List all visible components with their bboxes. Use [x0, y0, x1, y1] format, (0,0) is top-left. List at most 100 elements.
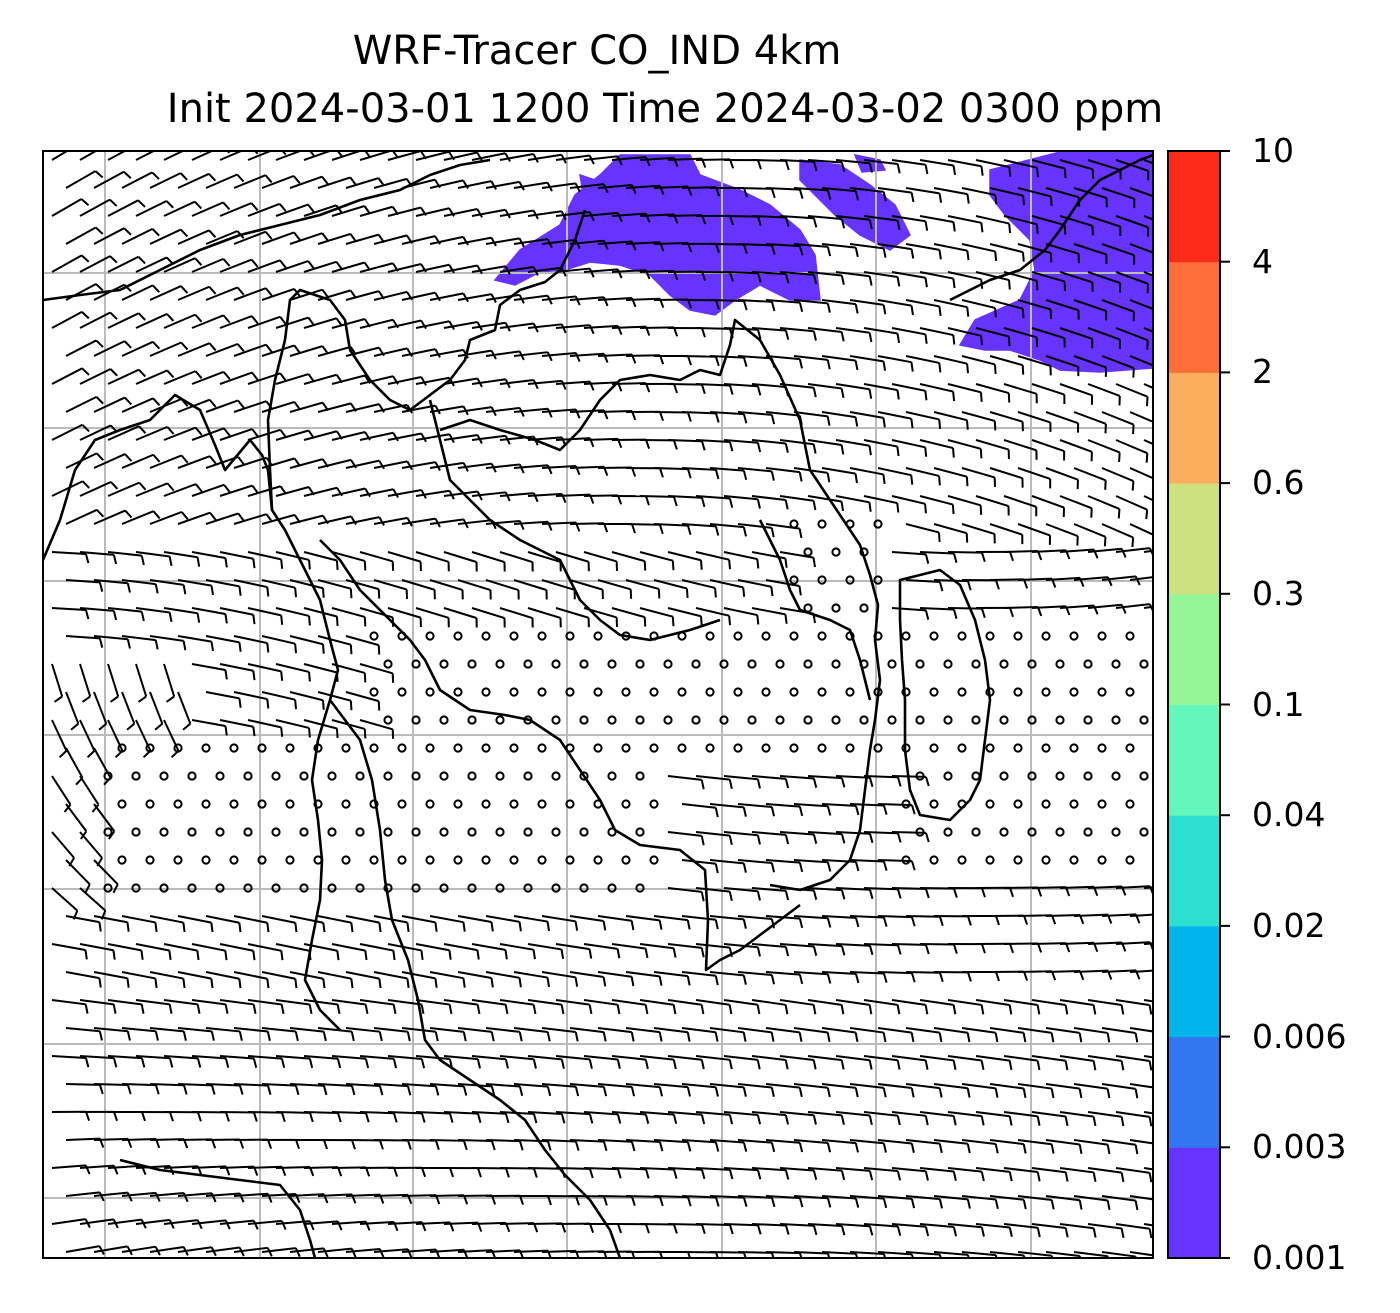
wind-barb-flag	[1078, 1088, 1083, 1099]
wind-barb	[261, 971, 298, 989]
wind-barb-shaft	[65, 226, 97, 245]
wind-barb	[989, 243, 1025, 262]
wind-barb-shaft	[863, 327, 898, 335]
wind-barb-shaft	[443, 434, 478, 441]
wind-barb	[219, 315, 259, 329]
wind-barb-shaft	[247, 607, 282, 617]
wind-barb	[65, 226, 104, 245]
wind-barb-flag	[182, 722, 191, 731]
wind-barb-shaft	[597, 1083, 632, 1088]
wind-barb-shaft	[1003, 327, 1037, 339]
wind-barb-shaft	[485, 237, 520, 245]
wind-barb-flag	[112, 883, 119, 894]
wind-barb-shaft	[751, 215, 787, 219]
wind-calm-marker	[355, 827, 365, 837]
wind-barb-shaft	[163, 607, 198, 615]
wind-barb-shaft	[765, 1083, 800, 1089]
wind-barb-flag	[196, 557, 201, 567]
wind-barb-flag	[378, 922, 382, 933]
wind-barb	[667, 1167, 706, 1180]
wind-barb-flag	[350, 515, 357, 526]
wind-calm-marker	[817, 631, 827, 641]
wind-barb-flag	[322, 1031, 327, 1042]
wind-barb-flag	[152, 510, 161, 520]
wind-barb	[947, 215, 984, 233]
wind-barb-shaft	[737, 915, 772, 921]
wind-barb-shaft	[1031, 271, 1065, 283]
wind-barb-shaft	[555, 211, 590, 217]
wind-barb	[835, 215, 873, 230]
wind-barb	[443, 607, 478, 628]
wind-barb-shaft	[1045, 467, 1079, 481]
wind-barb-shaft	[583, 211, 618, 217]
wind-barb-flag	[952, 334, 956, 345]
wind-barb-flag	[109, 311, 118, 320]
wind-barb-shaft	[275, 1055, 310, 1060]
wind-barb-shaft	[247, 151, 274, 161]
wind-calm-marker	[789, 631, 799, 641]
wind-calm-marker	[957, 631, 967, 641]
wind-barb	[695, 1111, 734, 1125]
wind-barb	[765, 355, 803, 369]
wind-barb-flag	[602, 183, 609, 194]
wind-barb-flag	[140, 1057, 146, 1068]
wind-barb	[849, 915, 888, 927]
wind-barb-shaft	[905, 1027, 940, 1034]
wind-barb-shaft	[989, 299, 1024, 310]
wind-barb-shaft	[149, 579, 184, 586]
wind-calm-marker	[383, 883, 393, 893]
wind-barb-shaft	[751, 607, 786, 616]
wind-barb-shaft	[555, 267, 590, 273]
wind-calm-marker	[887, 659, 897, 669]
wind-barb	[555, 607, 590, 628]
wind-barb	[191, 257, 231, 273]
wind-barb-flag	[209, 455, 217, 465]
wind-barb-shaft	[905, 411, 940, 421]
wind-barb-flag	[364, 151, 371, 158]
wind-barb-shaft	[79, 943, 114, 952]
wind-calm-marker	[1041, 855, 1051, 865]
wind-barb-shaft	[247, 1165, 283, 1169]
wind-barb	[135, 369, 175, 385]
wind-barb	[359, 999, 397, 1015]
wind-calm-marker	[187, 771, 197, 781]
wind-barb	[303, 943, 340, 961]
wind-calm-marker	[1125, 743, 1135, 753]
wind-barb	[359, 431, 399, 442]
wind-barb-flag	[266, 698, 270, 709]
wind-barb	[247, 1055, 286, 1069]
wind-barb-shaft	[1045, 187, 1080, 199]
wind-barb-flag	[826, 303, 831, 313]
wind-barb-shaft	[807, 775, 842, 780]
wind-barb-shaft	[303, 260, 337, 273]
wind-barb-flag	[938, 306, 942, 316]
wind-barb-shaft	[219, 1219, 254, 1225]
wind-barb	[1087, 1055, 1125, 1071]
wind-barb-shaft	[331, 719, 366, 730]
wind-barb-flag	[251, 371, 259, 381]
wind-barb	[443, 999, 481, 1015]
wind-barb-shaft	[1031, 1167, 1066, 1174]
wind-barb-flag	[602, 1031, 607, 1042]
wind-barb-shaft	[93, 915, 128, 924]
wind-barb-shaft	[1143, 999, 1153, 1003]
wind-barb-shaft	[485, 293, 520, 301]
wind-barb-shaft	[163, 151, 185, 161]
wind-barb-flag	[406, 922, 410, 933]
wind-calm-marker	[859, 715, 869, 725]
wind-barb	[177, 511, 217, 525]
wind-barb-flag	[966, 1199, 971, 1209]
wind-barb-shaft	[275, 607, 310, 617]
wind-barb-shaft	[387, 1055, 422, 1060]
wind-calm-marker	[971, 715, 981, 725]
wind-barb-shaft	[975, 327, 1010, 338]
wind-barb-shaft	[429, 518, 464, 525]
wind-barb-flag	[743, 187, 748, 198]
wind-barb	[849, 1195, 888, 1209]
wind-barb-shaft	[765, 355, 800, 361]
wind-barb-shaft	[1073, 576, 1108, 581]
wind-barb-flag	[757, 272, 762, 283]
wind-barb-flag	[1009, 551, 1014, 562]
wind-barb-shaft	[289, 458, 324, 469]
wind-barb	[219, 607, 256, 625]
